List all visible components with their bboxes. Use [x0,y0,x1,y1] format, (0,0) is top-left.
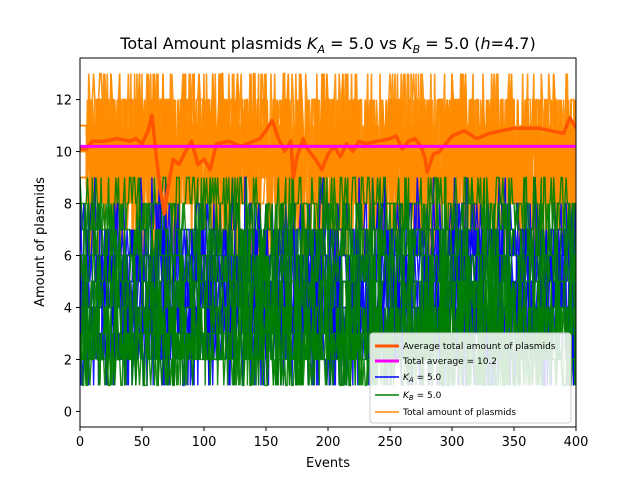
x-tick-label: 0 [76,435,84,450]
x-tick-label: 250 [378,435,403,450]
x-axis: 0 50 100 150 200 250 300 350 400 [76,427,589,450]
y-axis: 0 2 4 6 8 10 12 [55,94,80,420]
y-tick-label: 0 [64,405,72,420]
legend-frame [369,332,572,424]
legend-label-total: Total amount of plasmids [402,408,516,418]
y-tick-label: 2 [64,353,72,368]
total-amount-trace [80,73,576,256]
legend-label-total-average: Total average = 10.2 [402,357,497,367]
y-axis-label: Amount of plasmids [33,177,48,307]
x-tick-label: 300 [440,435,465,450]
y-tick-label: 8 [64,198,72,213]
legend-label-kb: KB = 5.0 [403,391,442,402]
x-tick-label: 50 [134,435,151,450]
y-tick-label: 4 [64,301,72,316]
legend: Average total amount of plasmids Total a… [369,332,572,424]
x-tick-label: 200 [316,435,341,450]
x-tick-label: 100 [192,435,217,450]
kb-trace [80,176,576,387]
chart-title: Total Amount plasmids KA = 5.0 vs KB = 5… [119,34,535,56]
x-axis-label: Events [306,456,350,471]
legend-label-ka: KA = 5.0 [403,373,442,384]
legend-label-average: Average total amount of plasmids [403,342,556,352]
x-tick-label: 350 [502,435,527,450]
y-tick-label: 10 [55,146,72,161]
y-tick-label: 12 [55,94,72,109]
x-tick-label: 150 [254,435,279,450]
y-tick-label: 6 [64,249,72,264]
x-tick-label: 400 [564,435,589,450]
